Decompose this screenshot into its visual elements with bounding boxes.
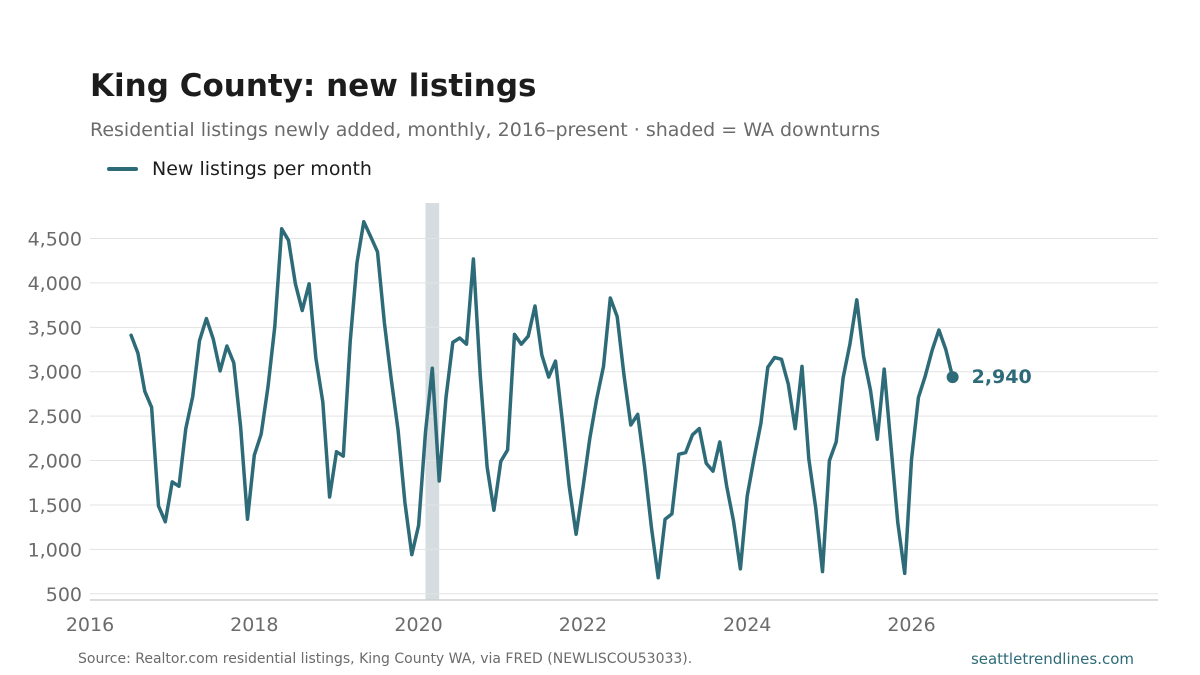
x-tick-label: 2018 — [230, 614, 278, 636]
y-tick-label: 1,500 — [28, 495, 82, 517]
y-tick-label: 1,000 — [28, 539, 82, 561]
shade-layer — [425, 203, 440, 600]
x-tick-label: 2022 — [559, 614, 607, 636]
y-tick-label: 4,500 — [28, 229, 82, 251]
x-tick-label: 2020 — [394, 614, 442, 636]
end-point-marker — [946, 371, 959, 384]
grid-layer — [90, 238, 1158, 601]
y-tick-label: 500 — [46, 584, 82, 606]
y-tick-label: 2,000 — [28, 451, 82, 473]
x-tick-label: 2024 — [723, 614, 771, 636]
downturn-shade-0 — [425, 203, 440, 600]
label-layer: 500 1,000 1,500 2,000 2,500 3,000 3,500 4,000 4,… — [28, 229, 1032, 636]
y-tick-label: 2,500 — [28, 406, 82, 428]
legend: New listings per month — [107, 158, 372, 180]
y-tick-label: 4,000 — [28, 273, 82, 295]
source-note: Source: Realtor.com residential listings… — [78, 651, 693, 667]
y-tick-label: 3,500 — [28, 317, 82, 339]
chart-subtitle: Residential listings newly added, monthl… — [90, 119, 881, 141]
chart-title: King County: new listings — [90, 68, 537, 104]
y-tick-label: 3,000 — [28, 362, 82, 384]
site-link[interactable]: seattletrendlines.com — [970, 650, 1134, 668]
series-line — [129, 219, 955, 580]
end-value-label: 2,940 — [972, 366, 1032, 388]
legend-label: New listings per month — [152, 158, 372, 180]
legend-swatch — [107, 167, 138, 171]
x-tick-label: 2026 — [887, 614, 935, 636]
series-layer — [129, 219, 959, 580]
x-tick-label: 2016 — [66, 614, 114, 636]
